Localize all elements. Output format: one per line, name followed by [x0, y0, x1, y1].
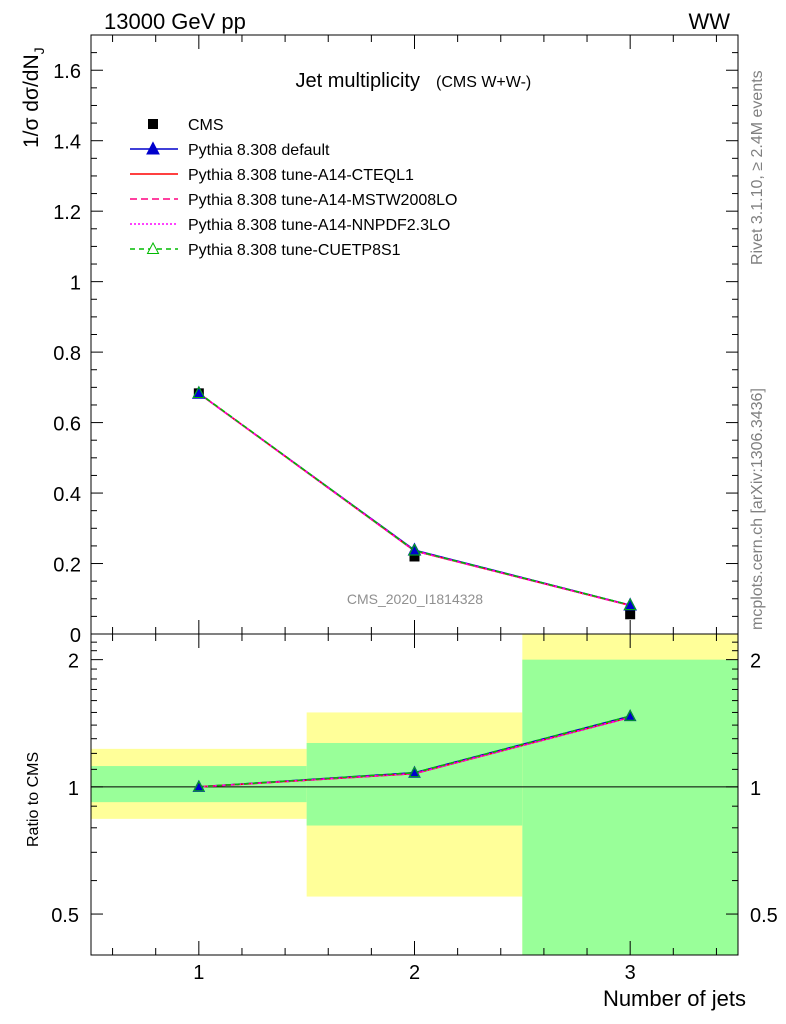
marker-pythia-8-308-tune-cuetp8s1	[192, 385, 206, 398]
x-tick-label: 3	[625, 962, 636, 984]
ratio-marker-pythia-8-308-tune-cuetp8s1	[408, 766, 421, 778]
legend-label-pythia-8-308-tune-cuetp8s1: Pythia 8.308 tune-CUETP8S1	[188, 242, 401, 259]
main-y-tick-label: 1.2	[53, 202, 81, 224]
legend-label-cms: CMS	[188, 117, 224, 134]
legend-marker-cms	[148, 119, 158, 129]
ratio-marker-pythia-8-308-tune-cuetp8s1	[193, 780, 205, 792]
legend-label-pythia-8-308-tune-a14-cteql1: Pythia 8.308 tune-A14-CTEQL1	[188, 167, 414, 184]
ratio-y-tick-label: 0.5	[51, 905, 79, 927]
ratio-plot: 0.5 0.5 1 1 2 2 1 2 3 Ratio to CMS Number of jet…	[25, 633, 778, 1011]
main-y-axis-label: 1/σ dσ/dNJ	[20, 47, 47, 148]
data-point-cms	[625, 609, 636, 620]
legend-marker-pythia-8-308-tune-cuetp8s1	[146, 241, 160, 254]
marker-pythia-8-308-tune-cuetp8s1	[408, 543, 421, 556]
header-energy: 13000 GeV pp	[104, 9, 246, 34]
rivet-version-label: Rivet 3.1.10, ≥ 2.4M events	[749, 70, 766, 265]
main-plot: Jet multiplicity (CMS W+W-) CMS_2020_I18…	[20, 34, 739, 647]
series-line-pythia-8-308-tune-a14-nnpdf2-3lo	[198, 392, 631, 607]
svg-text:1/σ dσ/dNJ: 1/σ dσ/dNJ	[20, 47, 47, 148]
ratio-y-tick-label-right: 0.5	[750, 905, 778, 927]
legend-label-pythia-8-308-tune-a14-mstw2008lo: Pythia 8.308 tune-A14-MSTW2008LO	[188, 192, 457, 209]
series-line-pythia-8-308-tune-a14-cteql1	[198, 392, 631, 607]
ratio-y-tick-label: 1	[68, 778, 79, 800]
legend-label-pythia-8-308-tune-a14-nnpdf2-3lo: Pythia 8.308 tune-A14-NNPDF2.3LO	[188, 217, 450, 234]
ratio-y-tick-label: 2	[68, 651, 79, 673]
legend: CMS Pythia 8.308 default Pythia 8.308 tune…	[130, 117, 457, 259]
ylabel-main-subscript: J	[31, 47, 47, 54]
main-y-tick-label: 0.6	[53, 414, 81, 436]
main-y-tick-label: 0.2	[53, 555, 81, 577]
main-y-tick-label: 0.4	[53, 484, 81, 506]
analysis-watermark: CMS_2020_I1814328	[347, 591, 483, 607]
main-y-tick-label: 0.8	[53, 343, 81, 365]
mcplots-label: mcplots.cern.ch [arXiv:1306.3436]	[749, 388, 766, 630]
data-point-cms	[409, 551, 420, 562]
marker-pythia-8-308-tune-cuetp8s1	[623, 598, 637, 611]
x-axis-label: Number of jets	[603, 986, 746, 1011]
legend-label-pythia-8-308-default: Pythia 8.308 default	[188, 142, 330, 159]
ratio-marker-pythia-8-308-tune-cuetp8s1	[624, 709, 636, 721]
main-plot-subtitle: (CMS W+W-)	[436, 74, 531, 91]
series-line-pythia-8-308-tune-a14-mstw2008lo	[198, 392, 631, 607]
main-plot-title: Jet multiplicity	[296, 70, 420, 92]
header-process: WW	[688, 9, 730, 34]
series-line-pythia-8-308-default	[198, 392, 631, 606]
uncertainty-band-green-3	[522, 659, 738, 955]
legend-marker-pythia-8-308-default	[146, 141, 160, 155]
x-tick-label: 2	[409, 962, 420, 984]
main-y-tick-label: 1.4	[53, 132, 81, 154]
x-tick-label: 1	[193, 962, 204, 984]
uncertainty-band-green-2	[306, 742, 523, 826]
main-y-tick-label: 0	[70, 625, 81, 647]
ratio-y-axis-label: Ratio to CMS	[25, 752, 42, 847]
ratio-y-tick-label-right: 1	[750, 778, 761, 800]
ylabel-main-text: 1/σ dσ/dN	[20, 54, 43, 148]
main-y-tick-label: 1.6	[53, 61, 81, 83]
main-y-tick-label: 1	[70, 273, 81, 295]
ratio-y-tick-label-right: 2	[750, 651, 761, 673]
series-line-pythia-8-308-tune-cuetp8s1	[198, 392, 631, 606]
